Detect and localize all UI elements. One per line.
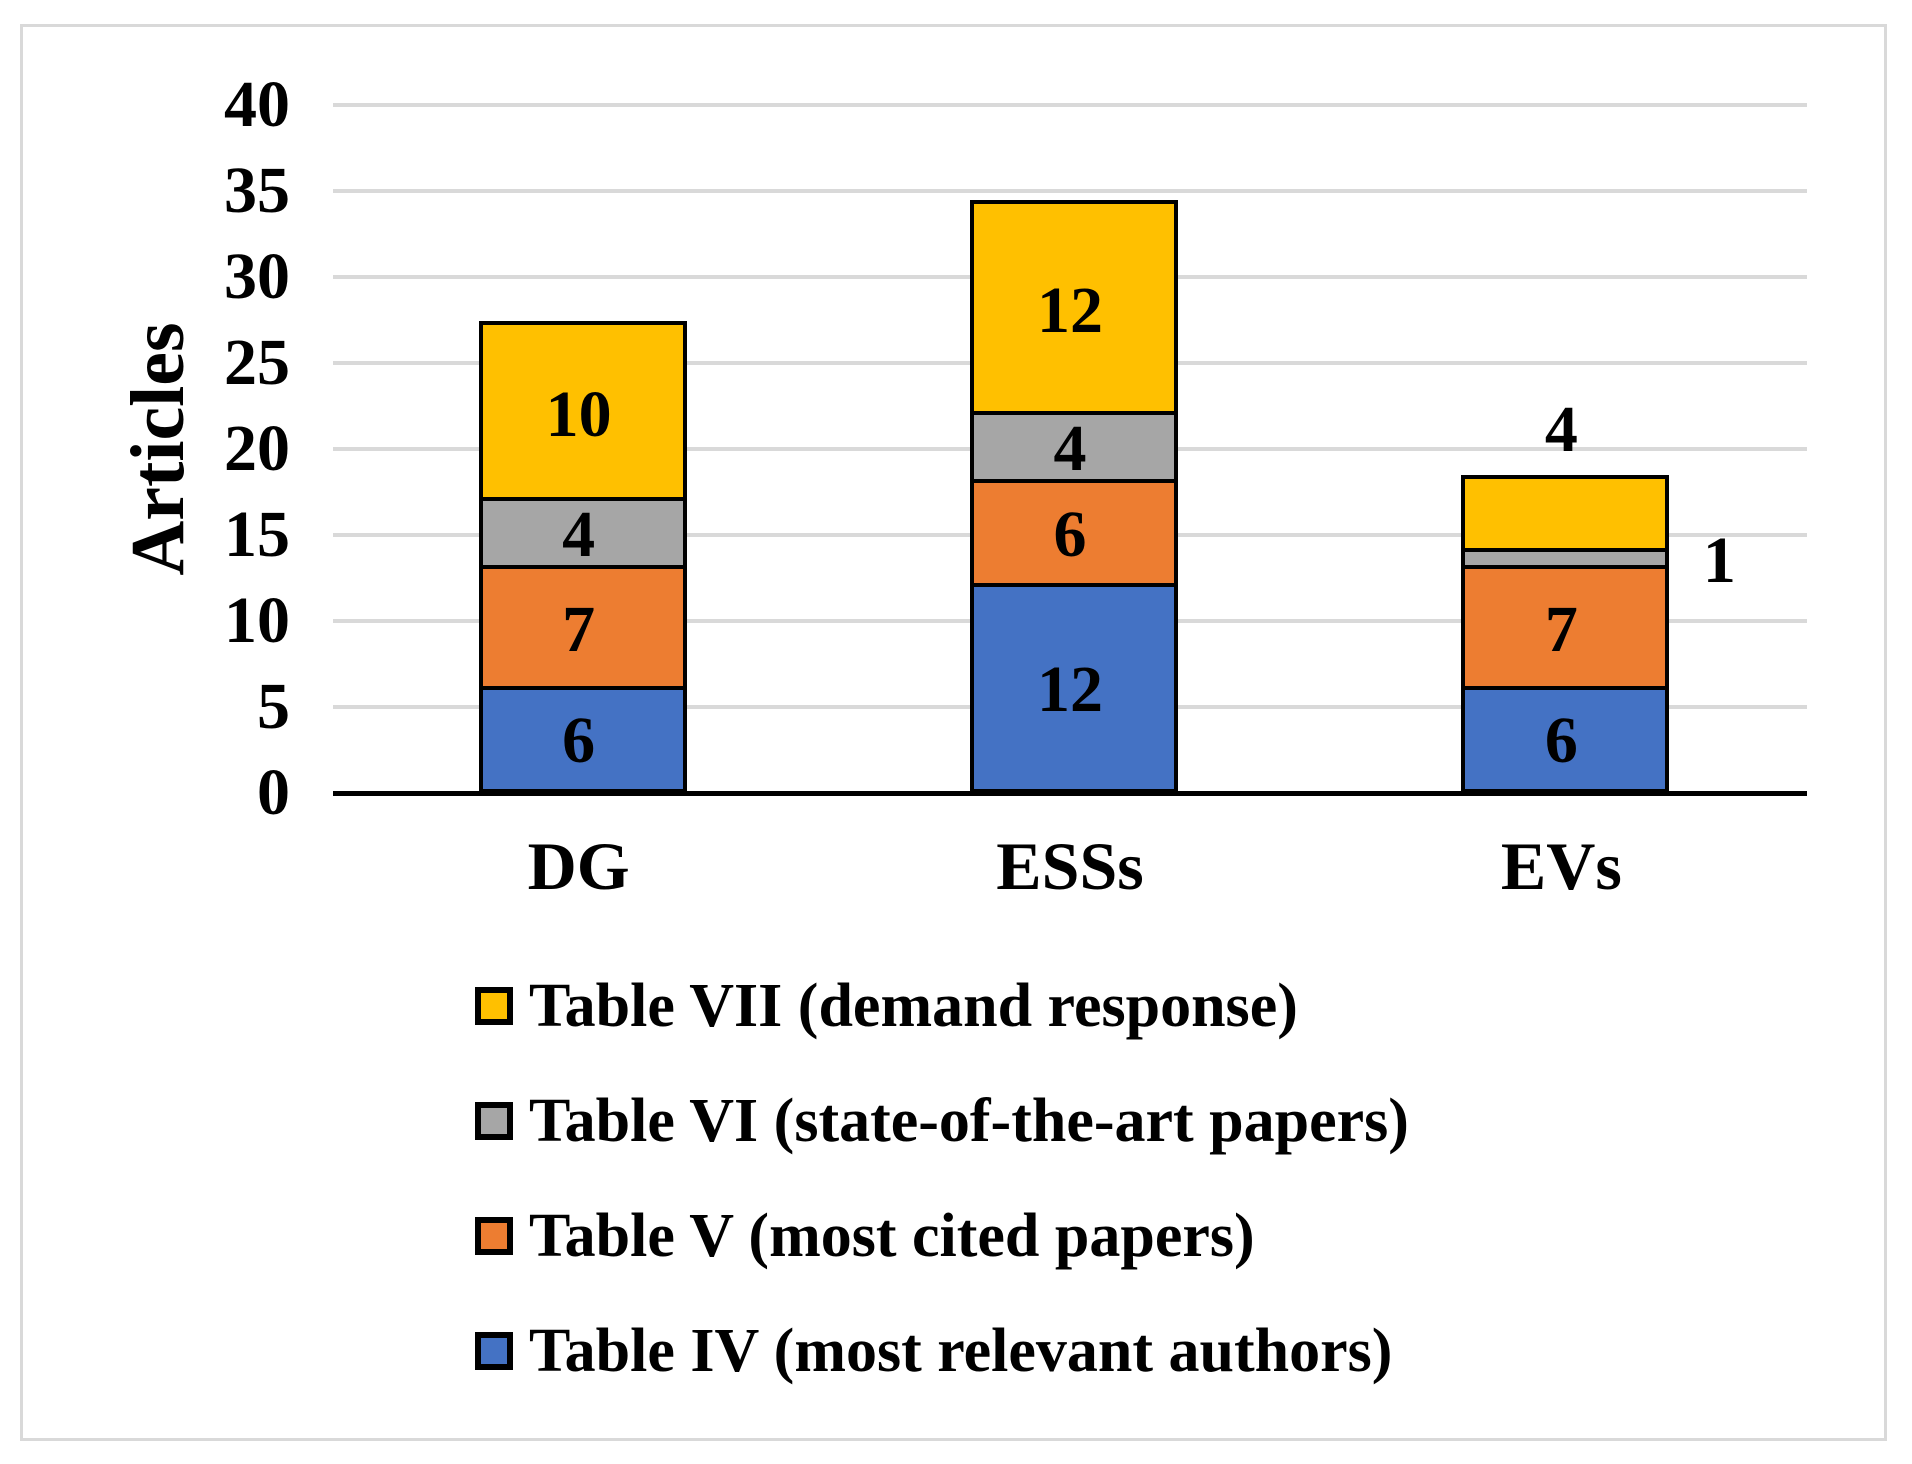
segment-DG-series-2 [482,565,683,686]
y-tick-label-5: 5 [257,670,290,743]
legend-swatch-icon [475,1102,513,1140]
data-label-DG-table-V: 7 [562,592,596,666]
y-tick-label-0: 0 [257,756,290,829]
segment-EVs-series-3 [1465,548,1666,566]
segment-ESSs-series-4 [974,204,1174,411]
y-tick-label-20: 20 [224,412,290,485]
segment-ESSs-series-1 [974,582,1174,789]
y-tick-label-30: 30 [224,240,290,313]
gridline-y-40 [333,103,1807,107]
segment-DG-series-3 [482,496,683,566]
legend-swatch-icon [475,1332,513,1370]
data-label-ESSs-table-V: 6 [1053,498,1087,571]
y-tick-label-10: 10 [224,584,290,657]
data-label-EVs-table-VI: 1 [1702,523,1736,597]
data-label-EVs-table-V: 7 [1544,592,1578,666]
legend-item-3: Table VI (state-of-the-art papers) [475,1090,1409,1152]
legend-item-1: Table IV (most relevant authors) [475,1320,1392,1382]
x-category-label-EVs: EVs [1500,828,1622,904]
bar-DG [478,320,687,793]
bar-ESSs [970,200,1178,793]
data-label-ESSs-table-IV: 12 [1037,652,1103,726]
legend-swatch-icon [475,1217,513,1255]
gridline-y-35 [333,189,1807,193]
legend-swatch-icon [475,987,513,1025]
data-label-EVs-table-VII: 4 [1544,393,1578,467]
segment-EVs-series-4 [1465,479,1666,549]
data-label-ESSs-table-VI: 4 [1053,412,1087,485]
y-tick-label-15: 15 [224,498,290,571]
legend-label: Table VII (demand response) [529,972,1298,1040]
segment-EVs-series-1 [1465,685,1666,789]
data-label-EVs-table-IV: 6 [1544,704,1578,778]
legend-label: Table V (most cited papers) [529,1202,1255,1270]
legend-item-2: Table V (most cited papers) [475,1205,1255,1267]
segment-ESSs-series-3 [974,410,1174,480]
data-label-DG-table-VII: 10 [545,377,612,451]
y-tick-label-35: 35 [224,154,290,227]
plot-area: 6 7 4 10 12 6 4 12 6 7 1 4 [333,103,1807,796]
legend-item-4: Table VII (demand response) [475,975,1298,1037]
y-tick-label-40: 40 [224,68,290,141]
x-category-label-ESSs: ESSs [996,828,1144,904]
segment-DG-series-1 [482,685,683,789]
legend-label: Table VI (state-of-the-art papers) [529,1087,1409,1155]
legend-label: Table IV (most relevant authors) [529,1317,1393,1385]
segment-EVs-series-2 [1465,565,1666,686]
x-axis-line [333,791,1807,796]
data-label-DG-table-VI: 4 [562,498,596,571]
segment-DG-series-4 [482,324,683,497]
x-category-label-DG: DG [527,828,630,904]
y-tick-label-25: 25 [224,326,290,399]
data-label-DG-table-IV: 6 [562,704,596,778]
segment-ESSs-series-2 [974,479,1174,583]
bar-EVs [1461,475,1670,793]
data-label-ESSs-table-VII: 12 [1037,274,1103,348]
